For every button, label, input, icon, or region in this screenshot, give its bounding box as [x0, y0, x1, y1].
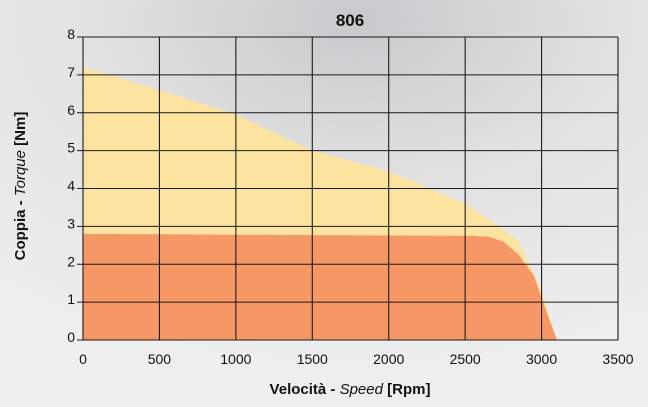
- x-tick-label: 3000: [526, 351, 557, 367]
- y-tick-label: 2: [67, 253, 75, 269]
- y-tick-label: 8: [67, 26, 75, 42]
- y-tick-label: 5: [67, 140, 75, 156]
- area-layers: [83, 67, 557, 341]
- x-axis-title-prefix: Velocità -: [270, 381, 340, 398]
- tick-labels: 0 500 1000 1500 2000 2500 3000 3500 0 1 2 3 4 5 6 7 8: [67, 26, 634, 367]
- y-tick-label: 0: [67, 329, 75, 345]
- y-axis-title-prefix: Coppia -: [12, 196, 29, 260]
- y-tick-label: 4: [67, 178, 75, 194]
- y-tick-label: 6: [67, 102, 75, 118]
- x-tick-label: 1000: [220, 351, 251, 367]
- y-tick-label: 1: [67, 291, 75, 307]
- grid-lines: [77, 36, 619, 341]
- y-axis-title-italic: Torque: [12, 150, 29, 196]
- x-axis-title-italic: Speed: [340, 381, 384, 398]
- y-axis-title-suffix: [Nm]: [12, 112, 29, 150]
- x-tick-label: 3500: [602, 351, 633, 367]
- y-tick-label: 7: [67, 64, 75, 80]
- x-tick-label: 2000: [373, 351, 404, 367]
- chart-title: 806: [336, 11, 364, 30]
- x-axis-title-suffix: [Rpm]: [383, 381, 431, 398]
- area-continuous: [83, 233, 557, 340]
- x-tick-label: 0: [79, 351, 87, 367]
- x-tick-label: 500: [148, 351, 172, 367]
- y-axis-title: Coppia - Torque [Nm]: [12, 112, 29, 261]
- x-tick-label: 2500: [450, 351, 481, 367]
- x-tick-label: 1500: [297, 351, 328, 367]
- y-tick-label: 3: [67, 215, 75, 231]
- x-axis-title: Velocità - Speed [Rpm]: [270, 381, 431, 398]
